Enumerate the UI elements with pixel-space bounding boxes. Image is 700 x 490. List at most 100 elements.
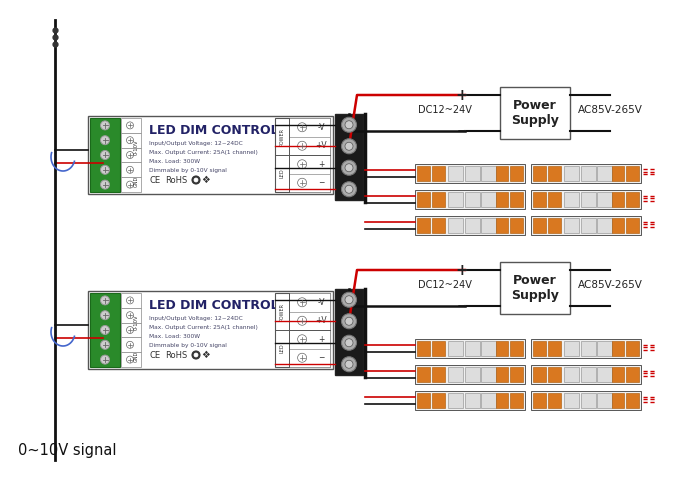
Text: Dimmable by 0-10V signal: Dimmable by 0-10V signal	[149, 168, 227, 172]
Circle shape	[342, 314, 356, 329]
Bar	[496, 341, 508, 356]
Circle shape	[342, 117, 356, 132]
Circle shape	[101, 180, 109, 189]
Bar	[612, 218, 624, 232]
Text: +: +	[456, 88, 468, 102]
Bar	[510, 392, 523, 408]
Text: CE: CE	[149, 350, 160, 360]
Bar	[121, 322, 141, 338]
Text: Max. Output Current: 25A(1 channel): Max. Output Current: 25A(1 channel)	[149, 149, 258, 154]
Bar	[533, 218, 546, 232]
Circle shape	[194, 353, 198, 357]
Bar	[531, 391, 641, 410]
Bar	[432, 341, 444, 356]
Bar	[289, 348, 330, 367]
Bar	[415, 190, 525, 209]
Bar	[90, 118, 120, 192]
Circle shape	[127, 312, 134, 318]
Bar	[597, 367, 612, 382]
Bar	[121, 162, 141, 177]
Bar	[432, 367, 444, 382]
Bar	[465, 367, 480, 382]
Circle shape	[101, 165, 109, 174]
Text: Power
Supply: Power Supply	[511, 274, 559, 302]
Circle shape	[127, 297, 134, 304]
Bar	[626, 218, 639, 232]
Bar	[496, 392, 508, 408]
Bar	[597, 166, 612, 180]
Bar	[531, 339, 641, 358]
Text: Input/Output Voltage: 12~24DC: Input/Output Voltage: 12~24DC	[149, 316, 243, 320]
Bar	[335, 114, 363, 200]
Text: LED: LED	[279, 343, 284, 353]
Bar	[289, 330, 330, 348]
Bar	[533, 166, 546, 180]
Bar	[564, 367, 579, 382]
Text: -V: -V	[317, 298, 325, 307]
Bar	[432, 218, 444, 232]
Text: 0-10V: 0-10V	[134, 315, 139, 330]
Text: ❖: ❖	[202, 175, 211, 185]
Bar	[500, 262, 570, 314]
Text: −: −	[318, 353, 324, 362]
Circle shape	[345, 142, 353, 150]
Text: Max. Load: 300W: Max. Load: 300W	[149, 334, 200, 339]
Bar	[417, 367, 430, 382]
Text: +: +	[318, 160, 324, 169]
Bar	[448, 192, 463, 206]
Circle shape	[298, 316, 307, 325]
Circle shape	[127, 356, 134, 363]
Text: DC12~24V: DC12~24V	[418, 280, 472, 290]
Bar	[448, 218, 463, 232]
Circle shape	[194, 178, 198, 182]
Bar	[547, 392, 561, 408]
Text: -V: -V	[317, 123, 325, 132]
Bar	[626, 192, 639, 206]
Bar	[510, 341, 523, 356]
Text: LED: LED	[279, 169, 284, 178]
Circle shape	[101, 311, 109, 319]
Bar	[564, 192, 579, 206]
Bar	[597, 341, 612, 356]
Bar	[496, 166, 508, 180]
Circle shape	[345, 360, 353, 368]
Bar	[417, 166, 430, 180]
Bar	[496, 367, 508, 382]
Bar	[597, 218, 612, 232]
Bar	[626, 392, 639, 408]
Circle shape	[298, 178, 307, 187]
Bar	[564, 392, 579, 408]
Text: +V: +V	[315, 141, 327, 150]
Bar	[121, 338, 141, 352]
Bar	[496, 218, 508, 232]
Circle shape	[127, 166, 134, 173]
Bar	[580, 218, 596, 232]
Circle shape	[101, 355, 109, 364]
Bar	[465, 192, 480, 206]
Bar	[533, 341, 546, 356]
Circle shape	[342, 292, 356, 307]
Bar	[415, 164, 525, 182]
Bar	[90, 293, 120, 367]
Bar	[564, 341, 579, 356]
Bar	[510, 166, 523, 180]
Circle shape	[101, 136, 109, 145]
Bar	[448, 341, 463, 356]
Bar	[417, 392, 430, 408]
Bar	[121, 147, 141, 162]
Bar	[465, 166, 480, 180]
Bar	[531, 190, 641, 209]
Bar	[597, 192, 612, 206]
Circle shape	[101, 340, 109, 349]
Bar	[533, 367, 546, 382]
Circle shape	[127, 326, 134, 334]
Bar	[612, 192, 624, 206]
Text: ❖: ❖	[202, 350, 211, 360]
Bar	[626, 367, 639, 382]
Circle shape	[101, 325, 109, 335]
Circle shape	[342, 357, 356, 372]
Circle shape	[192, 351, 200, 359]
Circle shape	[298, 353, 307, 362]
Bar	[500, 87, 570, 139]
Bar	[432, 392, 444, 408]
